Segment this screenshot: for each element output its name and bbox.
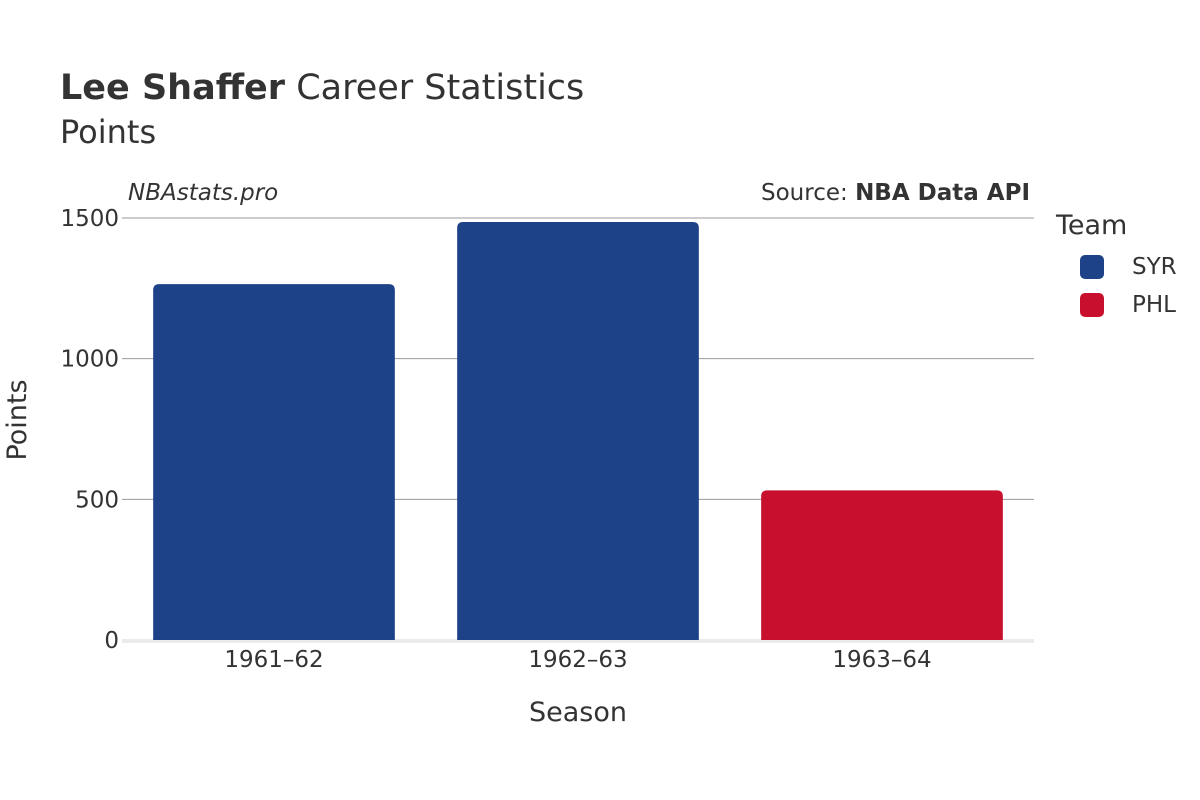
chart-subtitle: Points <box>60 113 157 151</box>
chart-title: Lee Shaffer Career Statistics <box>60 66 584 110</box>
y-tick-label: 0 <box>104 628 119 654</box>
bar-phl-3[interactable] <box>761 490 1003 640</box>
bars <box>153 221 1003 640</box>
player-name: Lee Shaffer <box>60 68 286 108</box>
title-suffix: Career Statistics <box>296 68 585 108</box>
bar-syr-1[interactable] <box>153 284 395 640</box>
y-tick-label: 1000 <box>60 347 119 373</box>
watermark: NBAstats.pro <box>128 180 278 206</box>
chart-title-block: Lee Shaffer Career Statistics Points <box>60 66 584 154</box>
y-axis-ticks: 0 500 1000 1500 <box>60 206 119 654</box>
legend-swatch-phl <box>1080 293 1104 317</box>
x-axis-label: Season <box>529 697 627 728</box>
x-tick-label: 1963–64 <box>832 647 931 673</box>
legend-swatch-syr <box>1080 255 1104 279</box>
y-tick-label: 1500 <box>60 206 119 232</box>
legend: Team SYR PHL <box>1056 208 1177 324</box>
bar-syr-2[interactable] <box>457 221 699 640</box>
source-prefix: Source: <box>761 180 855 206</box>
source-name: NBA Data API <box>855 180 1030 206</box>
x-axis-ticks: 1961–62 1962–63 1963–64 <box>224 647 931 673</box>
y-axis-label: Points <box>2 379 33 460</box>
legend-label-syr: SYR <box>1132 254 1177 280</box>
source-text: Source: NBA Data API <box>761 180 1030 206</box>
x-tick-label: 1961–62 <box>224 647 323 673</box>
legend-title: Team <box>1056 210 1128 241</box>
legend-item-syr[interactable]: SYR <box>1080 248 1177 286</box>
legend-item-phl[interactable]: PHL <box>1080 286 1177 324</box>
legend-label-phl: PHL <box>1132 292 1176 318</box>
x-tick-label: 1962–63 <box>528 647 627 673</box>
y-tick-label: 500 <box>75 487 119 513</box>
